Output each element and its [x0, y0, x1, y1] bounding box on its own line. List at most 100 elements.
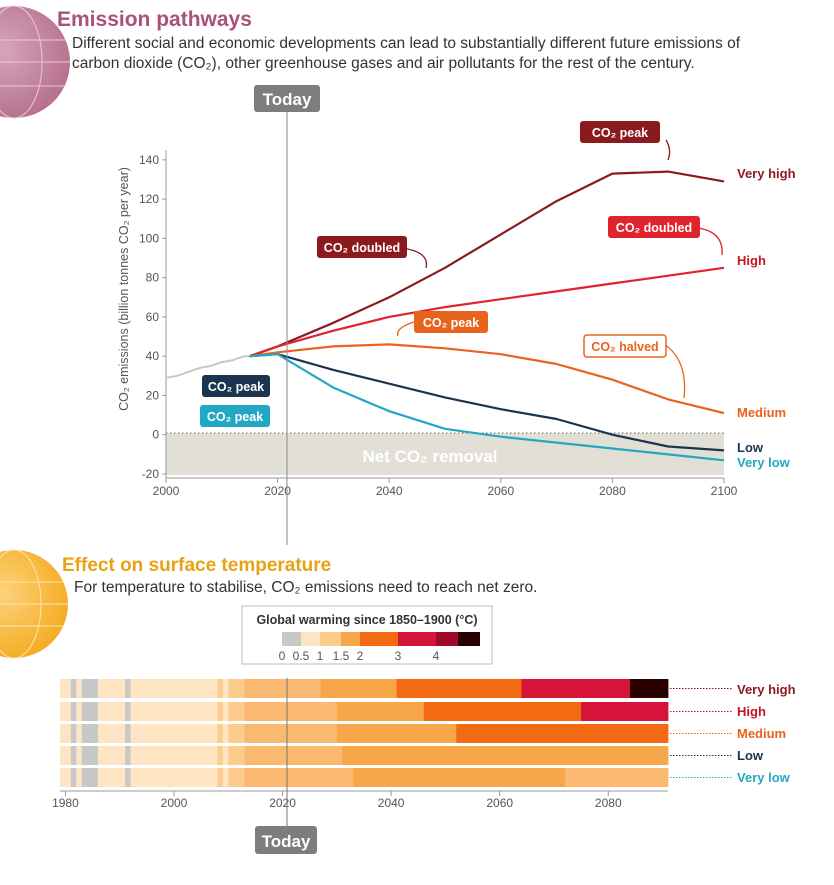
legend-swatch: [360, 632, 398, 646]
annotation-badge-very-high-doubled: CO₂ doubled: [317, 236, 407, 258]
legend-tick-label: 1.5: [333, 649, 350, 663]
heatmap-cell: [228, 724, 245, 743]
legend-swatch: [458, 632, 480, 646]
legend-swatches: [282, 632, 480, 646]
y-tick-label: 140: [139, 153, 159, 167]
heatmap-x-tick-label: 2040: [378, 796, 405, 810]
row-label-high: High: [737, 704, 766, 719]
legend-tick-label: 2: [357, 649, 364, 663]
y-tick-label: 0: [152, 428, 159, 442]
emissions-subtitle-line1: Different social and economic developmen…: [72, 35, 741, 52]
x-tick-label: 2060: [487, 484, 514, 498]
heatmap-cell: [76, 768, 83, 787]
warming-heatmap: [60, 679, 732, 787]
annotation-badge-medium-halved: CO₂ halved: [583, 334, 667, 358]
heatmap-cell: [396, 679, 522, 698]
heatmap-cell: [244, 679, 321, 698]
x-tick-label: 2080: [599, 484, 626, 498]
annotation-badge-medium-peak: CO₂ peak: [414, 311, 488, 333]
heatmap-cell: [222, 746, 229, 765]
end-label-high: High: [737, 253, 766, 268]
series-very-low: [249, 353, 725, 462]
net-removal-label: Net CO₂ removal: [362, 447, 497, 466]
heatmap-cell: [320, 679, 397, 698]
heatmap-cell: [70, 702, 77, 721]
row-label-very-high: Very high: [737, 682, 796, 697]
heatmap-cell: [76, 746, 83, 765]
row-label-medium: Medium: [737, 726, 786, 741]
arrow-high-doubled: [697, 227, 723, 256]
heatmap-cell: [70, 724, 77, 743]
series-lines: [165, 170, 725, 462]
heatmap-cell: [125, 768, 131, 787]
series-low: [249, 353, 725, 452]
heatmap-cell: [81, 679, 99, 698]
heatmap-cell: [70, 768, 77, 787]
heatmap-row-medium: [60, 724, 732, 743]
heatmap-cell: [630, 679, 669, 698]
globe-icon-bottom: [0, 549, 68, 659]
heatmap-cell: [125, 724, 131, 743]
x-tick-label: 2100: [711, 484, 738, 498]
x-tick-label: 2020: [264, 484, 291, 498]
heatmap-x-ticks: 1980 2000 2020 2040 2060 2080: [52, 790, 668, 810]
legend-swatch: [320, 632, 341, 646]
net-removal-area: [166, 433, 724, 475]
y-tick-label: 40: [146, 349, 160, 363]
end-label-very-low: Very low: [737, 455, 791, 470]
heatmap-cell: [244, 746, 343, 765]
arrow-medium-halved: [663, 343, 686, 399]
emissions-subtitle-line2: carbon dioxide (CO₂), other greenhouse g…: [72, 55, 695, 72]
today-badge-bottom: Today: [255, 826, 317, 854]
legend-tick-label: 4: [433, 649, 440, 663]
temperature-title: Effect on surface temperature: [62, 555, 331, 576]
svg-text:CO₂ peak: CO₂ peak: [592, 126, 648, 140]
heatmap-cell: [228, 702, 245, 721]
heatmap-cell: [222, 702, 229, 721]
heatmap-x-tick-label: 1980: [52, 796, 79, 810]
heatmap-cell: [60, 679, 72, 698]
heatmap-cell: [81, 724, 99, 743]
svg-text:CO₂ peak: CO₂ peak: [208, 380, 264, 394]
heatmap-cell: [130, 702, 218, 721]
x-ticks: 2000 2020 2040 2060 2080 2100: [153, 478, 738, 498]
y-tick-label: 60: [146, 310, 160, 324]
heatmap-cell: [456, 724, 669, 743]
heatmap-row-high: [60, 702, 732, 721]
heatmap-cell: [423, 702, 582, 721]
heatmap-cell: [228, 746, 245, 765]
end-label-very-high: Very high: [737, 166, 796, 181]
heatmap-row-labels: Very high High Medium Low Very low: [737, 682, 796, 785]
heatmap-row-low: [60, 746, 732, 765]
series-medium: [249, 343, 725, 415]
row-label-very-low: Very low: [737, 770, 791, 785]
svg-text:CO₂ peak: CO₂ peak: [423, 316, 479, 330]
legend-title: Global warming since 1850–1900 (°C): [256, 613, 477, 627]
svg-text:CO₂ peak: CO₂ peak: [207, 410, 263, 424]
heatmap-cell: [98, 679, 126, 698]
heatmap-cell: [81, 746, 99, 765]
annotation-badge-very-low-peak: CO₂ peak: [200, 405, 270, 427]
svg-text:Today: Today: [262, 832, 311, 851]
series-high: [249, 266, 725, 358]
heatmap-cell: [76, 702, 83, 721]
y-tick-label: -20: [142, 467, 160, 481]
heatmap-cell: [130, 679, 218, 698]
globe-icon: [0, 5, 70, 119]
y-tick-label: 100: [139, 231, 159, 245]
heatmap-cell: [217, 702, 224, 721]
annotation-arrows: [396, 139, 723, 399]
heatmap-cell: [222, 724, 229, 743]
arrow-very-high-peak: [665, 139, 671, 161]
legend-swatch: [436, 632, 458, 646]
legend-swatch: [341, 632, 360, 646]
legend-swatch: [282, 632, 301, 646]
heatmap-row-very-low: [60, 768, 732, 787]
y-axis-label: CO₂ emissions (billion tonnes CO₂ per ye…: [117, 167, 131, 411]
heatmap-x-tick-label: 2000: [161, 796, 188, 810]
heatmap-cell: [353, 768, 566, 787]
svg-text:CO₂ doubled: CO₂ doubled: [616, 221, 692, 235]
heatmap-cell: [336, 702, 425, 721]
heatmap-cell: [222, 679, 229, 698]
